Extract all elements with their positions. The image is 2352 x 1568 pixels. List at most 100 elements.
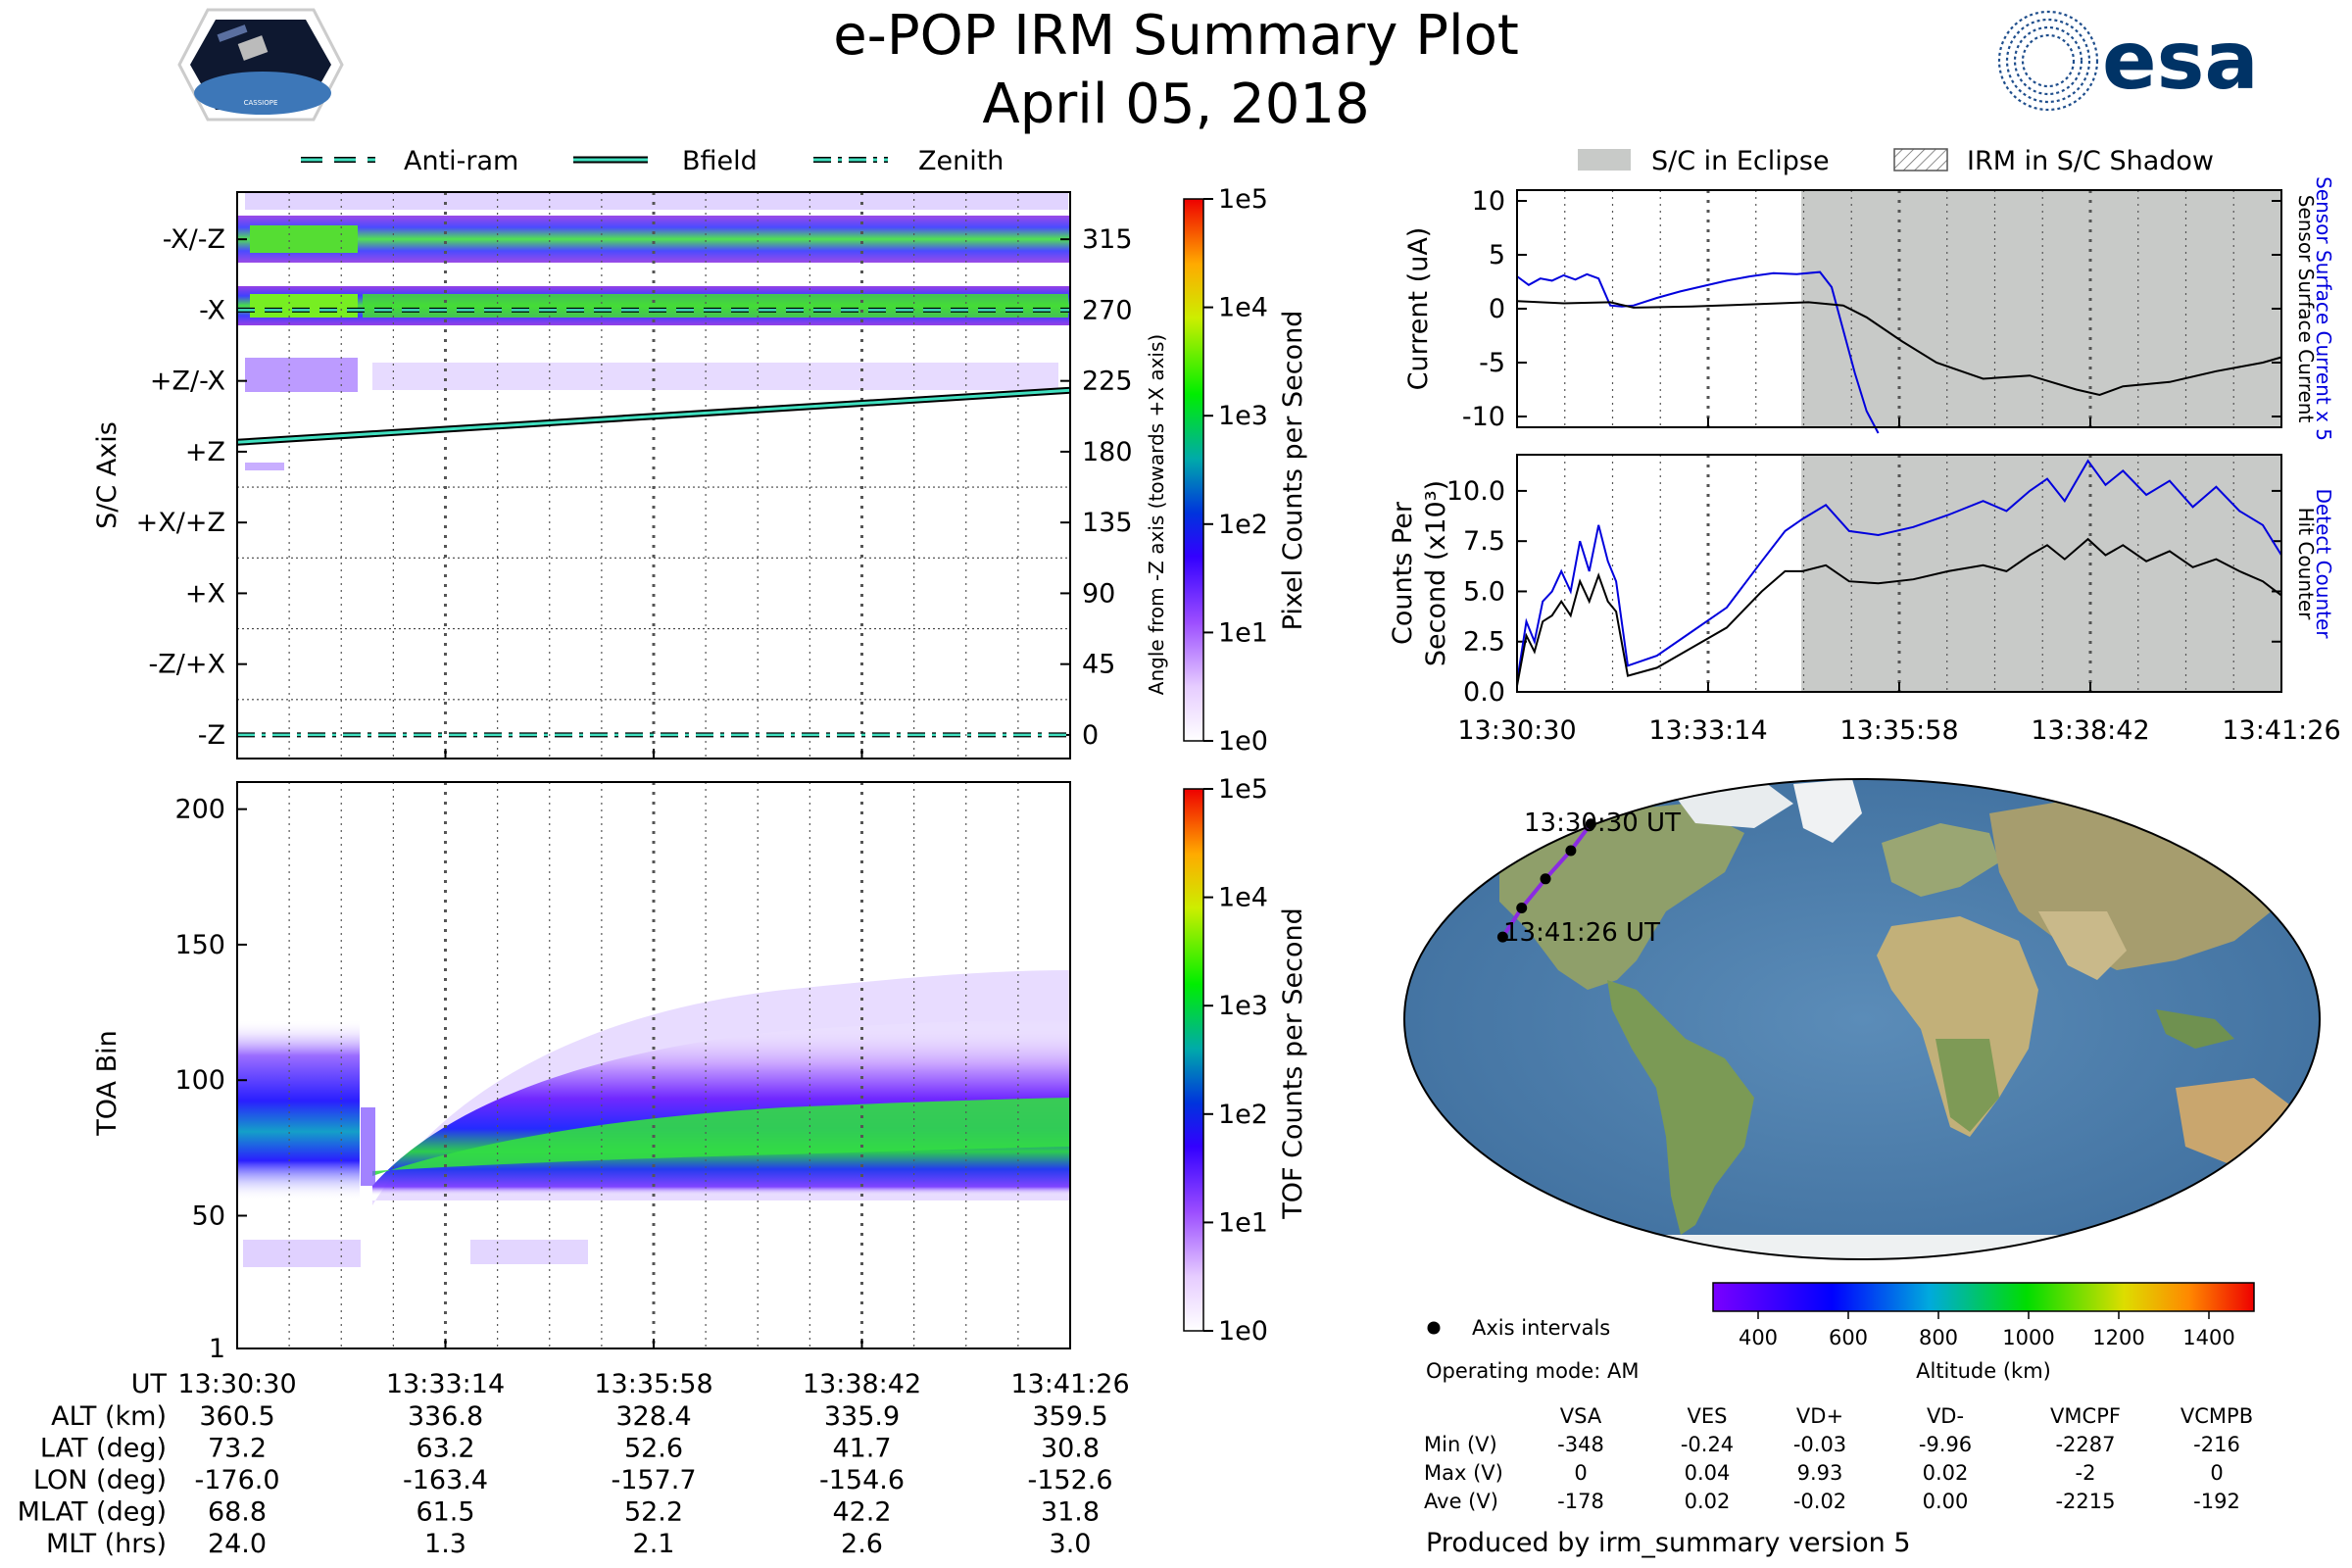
sc-axis-ytick-label: +X: [185, 578, 225, 609]
ephemeris-value: 42.2: [832, 1497, 891, 1528]
voltage-value: 0: [2210, 1461, 2223, 1485]
legend-zenith: Zenith: [918, 146, 1004, 176]
current-ticks: 10 5 0 -5 -10: [1462, 186, 2281, 432]
voltage-value: -178: [1557, 1490, 1604, 1513]
ephemeris-table: UT 13:30:30 13:33:14 13:35:58 13:38:42 13:41…: [18, 1369, 1130, 1559]
voltage-value: -0.02: [1793, 1490, 1846, 1513]
altitude-tick-label: 600: [1829, 1326, 1868, 1349]
right-x-tick-labels: 13:30:30 13:33:14 13:35:58 13:38:42 13:41:26: [1457, 715, 2340, 746]
voltage-value: -0.03: [1793, 1433, 1846, 1456]
sc-axis-ytick-label: +Z: [185, 437, 225, 467]
voltage-row-label: Ave (V): [1424, 1490, 1498, 1513]
voltage-header: VD-: [1927, 1404, 1964, 1428]
current-series-line: [1516, 270, 1880, 434]
ephemeris-value: 1.3: [424, 1529, 466, 1559]
ephemeris-value: 3.0: [1050, 1529, 1092, 1559]
ephemeris-value: 73.2: [208, 1434, 267, 1464]
ephemeris-value: 41.7: [832, 1434, 891, 1464]
sc-axis-vgrid: [236, 192, 1071, 759]
info-block: Axis intervals Operating mode: AM VSA VES…: [1424, 1316, 2253, 1558]
voltage-header: VMCPF: [2050, 1404, 2121, 1428]
ut-tick-label: 13:35:58: [594, 1369, 712, 1399]
altitude-tick-label: 400: [1739, 1326, 1778, 1349]
sc-axis-ytick-label: +X/+Z: [136, 508, 225, 538]
voltage-value: -216: [2193, 1433, 2240, 1456]
sc-axis-ticks: -X/-Z 315 -X 270 +Z/-X 225 +Z 180 +X/+Z 135 +X 90 -Z…: [136, 224, 1133, 751]
sc-axis-right-ytick-label: 0: [1082, 720, 1099, 751]
altitude-tick-label: 1000: [2002, 1326, 2054, 1349]
voltage-value: -2215: [2055, 1490, 2115, 1513]
sc-axis-panel: S/C Axis Angle from -Z axis (towards +X …: [92, 191, 1168, 760]
ephemeris-value: 30.8: [1041, 1434, 1100, 1464]
sc-axis-lines: [236, 307, 1071, 738]
legend-antiram: Anti-ram: [404, 146, 518, 176]
altitude-colorbar-ticks: 400 600 800 1000 1200 1400: [1739, 1311, 2235, 1349]
ephemeris-value: 52.6: [624, 1434, 683, 1464]
voltage-value: -9.96: [1919, 1433, 1972, 1456]
counts-lines: [1516, 459, 2282, 686]
ephemeris-row-label: LAT (deg): [40, 1434, 167, 1464]
logo-esa-text: esa: [2102, 15, 2259, 108]
current-right-label-2: Sensor Surface Current: [2294, 195, 2318, 423]
voltage-value: 0.02: [1685, 1490, 1731, 1513]
right-x-tick-label: 13:38:42: [2031, 715, 2149, 746]
voltage-row-label: Min (V): [1424, 1433, 1497, 1456]
pixel-colorbar-ticks: 1e0 1e1 1e2 1e3 1e4 1e5: [1203, 184, 1268, 757]
voltage-header: VSA: [1560, 1404, 1602, 1428]
ephemeris-value: 359.5: [1032, 1401, 1107, 1432]
counts-right-label-1: Detect Counter: [2312, 489, 2335, 640]
voltage-value: 9.93: [1797, 1461, 1843, 1485]
world-map: 13:30:30 UT 13:41:26 UT: [1403, 778, 2321, 1260]
pixel-colorbar: 1e0 1e1 1e2 1e3 1e4 1e5 Pixel Counts per Seco…: [1183, 184, 1308, 757]
current-ytick-label: -10: [1462, 402, 1505, 432]
ephemeris-value: 336.8: [408, 1401, 483, 1432]
colorbar-tick-label: 1e4: [1218, 293, 1268, 323]
legend-shadow: IRM in S/C Shadow: [1967, 146, 2214, 176]
current-ytick-label: -5: [1479, 348, 1505, 378]
tof-colorbar-label: TOF Counts per Second: [1278, 907, 1308, 1220]
voltage-value: 0.04: [1685, 1461, 1731, 1485]
current-lines: [1516, 270, 2282, 434]
map-start-label: 13:30:30 UT: [1524, 808, 1681, 838]
ephemeris-value: 360.5: [199, 1401, 274, 1432]
sc-axis-ylabel: S/C Axis: [92, 421, 122, 529]
map-track-point: [1516, 902, 1528, 913]
sc-axis-right-ytick-label: 180: [1082, 437, 1133, 467]
voltage-value: 0.00: [1923, 1490, 1969, 1513]
ephemeris-value: -152.6: [1027, 1465, 1112, 1495]
counts-ticks: 10.0 7.5 5.0 2.5 0.0: [1446, 476, 2281, 708]
current-panel: 10 5 0 -5 -10 Current (uA) Sensor Surface Cu…: [1403, 176, 2335, 441]
sc-axis-ytick-label: -Z/+X: [149, 650, 225, 680]
ephemeris-value: 335.9: [824, 1401, 900, 1432]
voltage-value: -348: [1557, 1433, 1604, 1456]
sc-axis-right-ytick-label: 90: [1082, 578, 1115, 609]
sc-axis-ytick-label: +Z/-X: [150, 367, 225, 397]
voltage-header: VES: [1688, 1404, 1728, 1428]
ephemeris-row-label: ALT (km): [51, 1401, 167, 1432]
colorbar-tick-label: 1e0: [1218, 726, 1268, 757]
altitude-tick-label: 1400: [2182, 1326, 2234, 1349]
right-x-tick-label: 13:41:26: [2222, 715, 2340, 746]
map-end-label: 13:41:26 UT: [1503, 918, 1660, 948]
counts-ylabel-line1: Counts Per: [1388, 501, 1418, 645]
colorbar-tick-label: 1e2: [1218, 1100, 1268, 1130]
altitude-colorbar: 400 600 800 1000 1200 1400 Altitude (km): [1712, 1282, 2255, 1383]
ephemeris-value: -157.7: [611, 1465, 696, 1495]
voltage-value: -192: [2193, 1490, 2240, 1513]
voltage-value: 0.02: [1923, 1461, 1969, 1485]
right-x-tick-label: 13:30:30: [1457, 715, 1576, 746]
ephemeris-value: 2.1: [633, 1529, 675, 1559]
ut-tick-label: 13:38:42: [803, 1369, 921, 1399]
axis-interval-marker-icon: [1427, 1321, 1441, 1335]
toa-heatmap: [237, 970, 1070, 1267]
altitude-tick-label: 1200: [2092, 1326, 2144, 1349]
voltage-value: 0: [1574, 1461, 1587, 1485]
axis-intervals-label: Axis intervals: [1472, 1316, 1610, 1340]
counts-panel: 10.0 7.5 5.0 2.5 0.0 Counts Per Second (x10³…: [1388, 454, 2341, 746]
sc-axis-ytick-label: -Z: [198, 720, 225, 751]
logo-left: CASSIOPE: [177, 8, 344, 122]
ephemeris-value: 2.6: [841, 1529, 883, 1559]
voltage-value: -0.24: [1681, 1433, 1734, 1456]
logo-esa: esa: [1997, 10, 2259, 112]
